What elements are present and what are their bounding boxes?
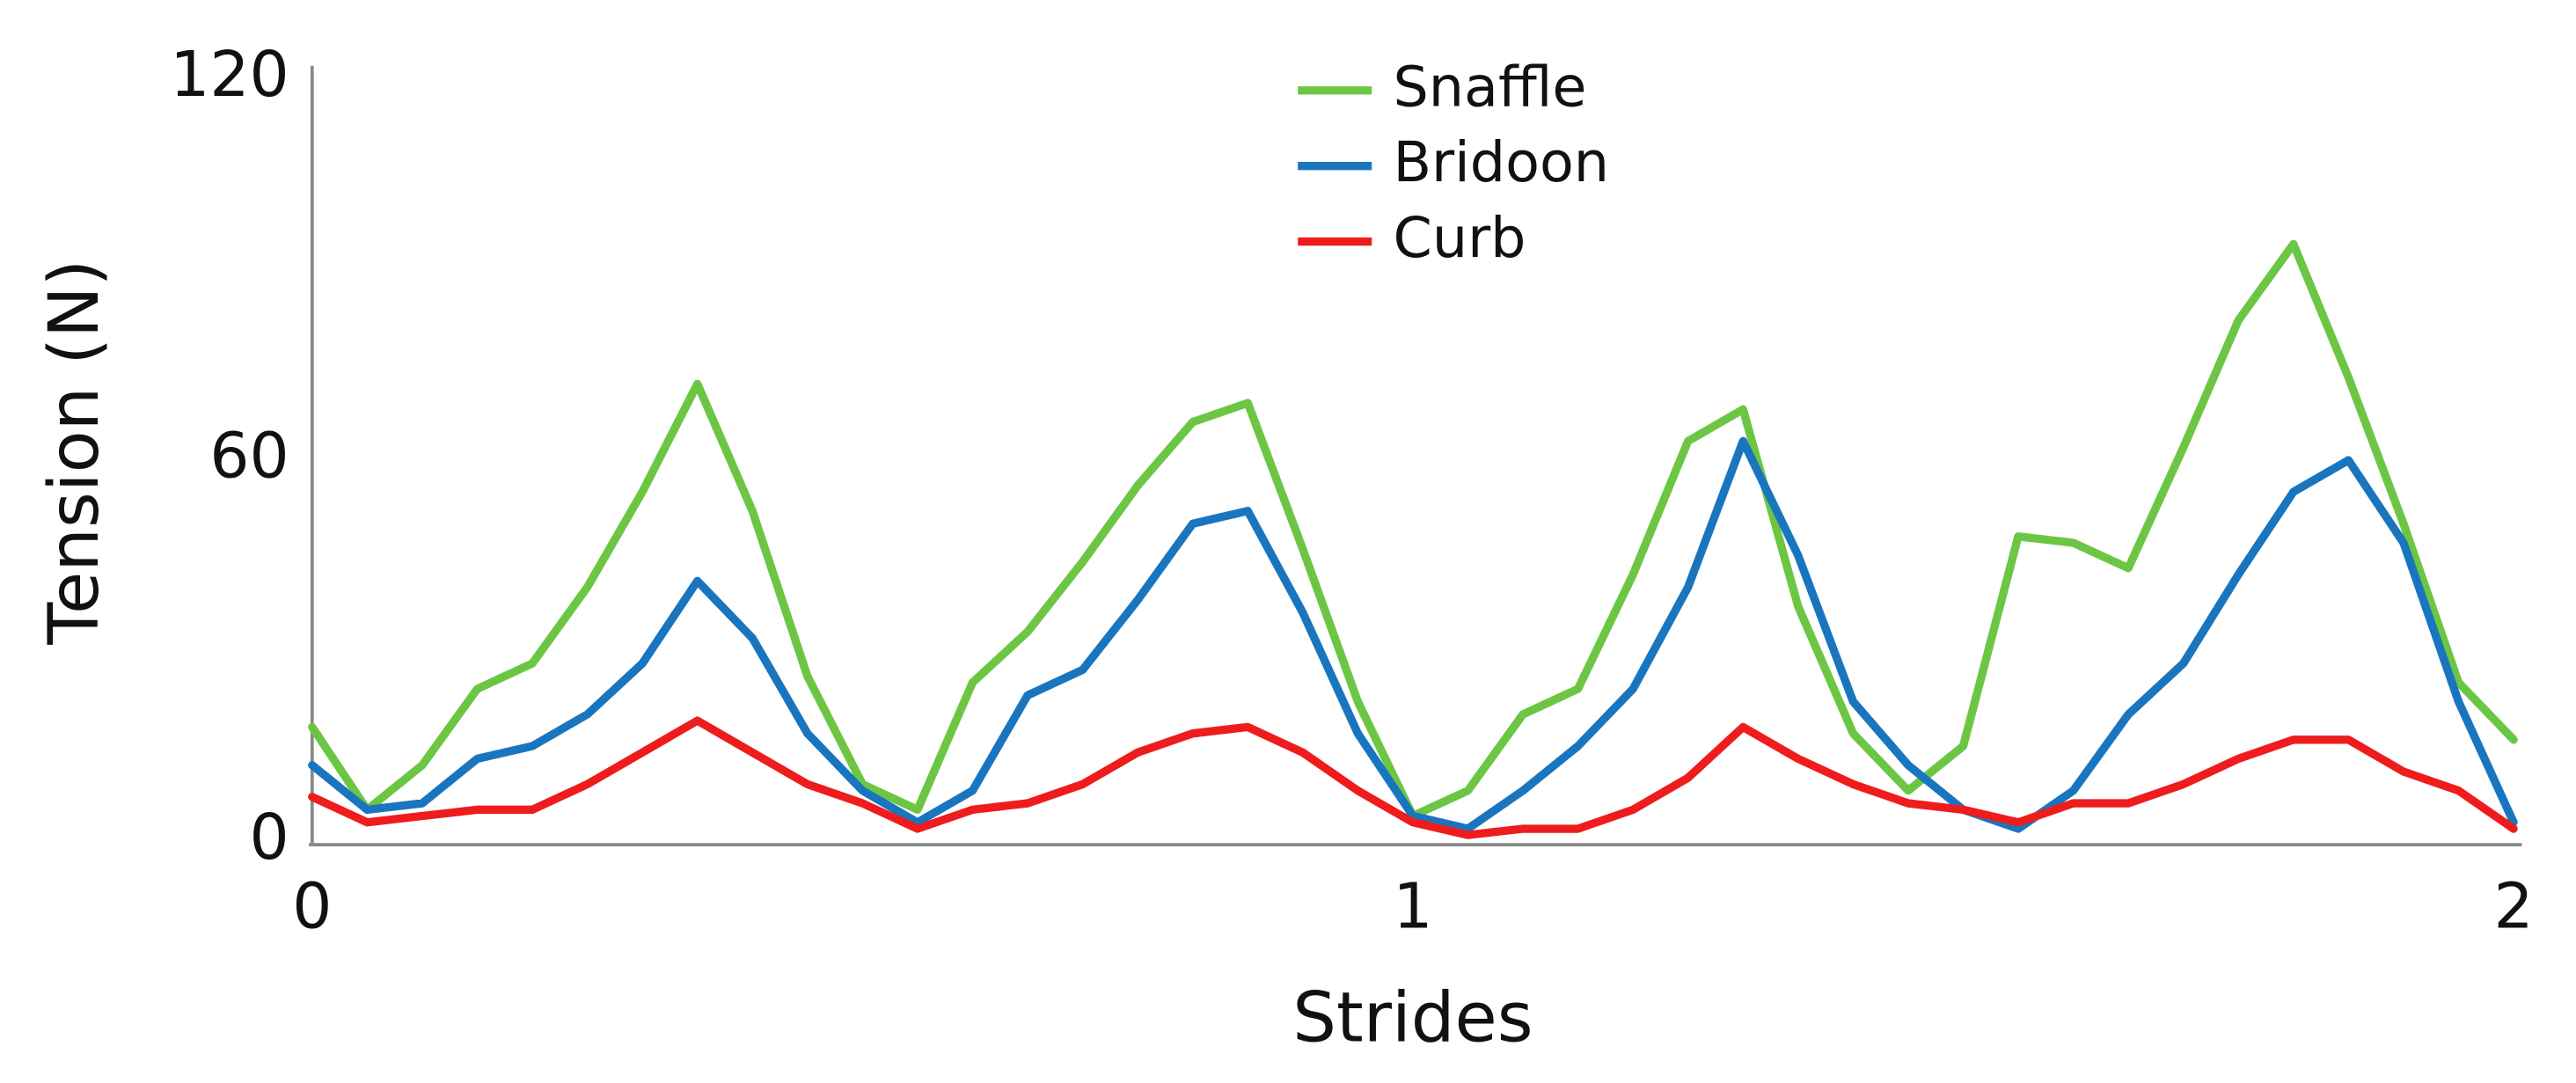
y-tick-label: 120: [170, 38, 289, 111]
series-line: [308, 436, 2518, 833]
y-tick-label: 0: [250, 801, 289, 874]
y-tick-label: 60: [209, 420, 289, 493]
series-line: [308, 716, 2518, 839]
x-tick-label: 0: [292, 869, 332, 942]
x-axis-title: Strides: [1292, 977, 1533, 1057]
series-line: [308, 239, 2518, 821]
x-tick-label: 1: [1393, 869, 1432, 942]
x-tick-label: 2: [2493, 869, 2533, 942]
legend-label: Bridoon: [1394, 129, 1610, 194]
y-axis-title: Tension (N): [34, 260, 114, 646]
legend-label: Curb: [1394, 205, 1526, 270]
legend-label: Snaffle: [1394, 54, 1587, 119]
